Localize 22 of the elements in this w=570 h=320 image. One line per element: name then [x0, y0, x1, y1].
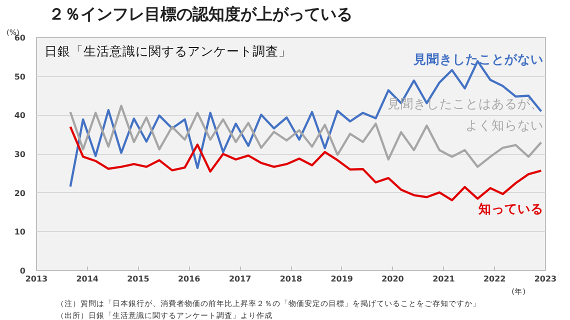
x-tick-label: 2022 — [483, 274, 506, 284]
x-tick-label: 2015 — [127, 274, 150, 284]
x-tick-label: 2017 — [228, 274, 252, 284]
x-tick-label: 2016 — [178, 274, 201, 284]
x-tick-label: 2021 — [432, 274, 456, 284]
series-label: 知っている — [478, 201, 544, 216]
x-tick-label: 2023 — [534, 274, 557, 284]
y-tick-label: 0 — [20, 266, 26, 276]
x-tick-label: 2019 — [330, 274, 354, 284]
y-tick-label: 50 — [14, 72, 26, 82]
y-tick-label: 30 — [14, 150, 26, 159]
chart-title: ２％インフレ目標の認知度が上がっている — [48, 4, 352, 24]
x-tick-label: 2018 — [280, 274, 303, 284]
text: 日銀「生活意識に関するアンケート調査」 — [44, 44, 292, 58]
y-tick-label: 20 — [14, 188, 26, 198]
x-tick-label: 2013 — [25, 274, 48, 284]
y-tick-label: 60 — [14, 34, 26, 42]
series-label: 見聞きしたことはあるが、よく知らない — [388, 96, 544, 133]
x-tick-label: 2014 — [76, 274, 99, 284]
x-tick-label: 2020 — [382, 274, 404, 284]
y-tick-label: 10 — [14, 228, 26, 237]
y-tick-label: 40 — [14, 111, 26, 120]
